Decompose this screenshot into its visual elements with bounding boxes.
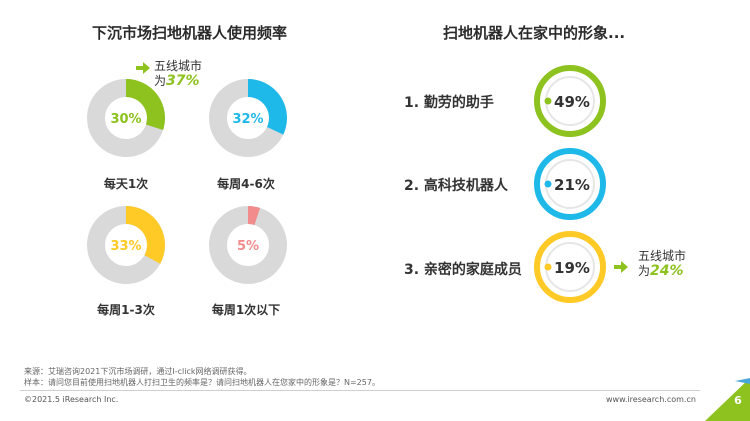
- donut-slice-4-6: [247, 79, 287, 135]
- ring-value-assistant: 49%: [554, 93, 590, 111]
- callout-left-line2: 为37%: [154, 72, 200, 89]
- rank-label-3: 3. 亲密的家庭成员: [404, 262, 522, 278]
- footer-website: www.iresearch.com.cn: [606, 395, 696, 404]
- donut-daily: 30%: [87, 79, 165, 157]
- donut-label-1-3: 每周1-3次: [97, 303, 155, 317]
- donut-value-1-3: 33%: [110, 239, 141, 254]
- donut-slice-less-1: [247, 206, 261, 226]
- donut-label-less-1: 每周1次以下: [211, 303, 281, 317]
- footnote-sample: 样本：请问您目前使用扫地机器人打扫卫生的频率是？请问扫地机器人在您家中的形象是？…: [24, 378, 380, 387]
- ring-family: 19%: [534, 231, 606, 303]
- arrow-right-icon: [614, 258, 628, 277]
- callout-left-line1: 五线城市: [154, 59, 203, 73]
- donut-4-6: 32%: [209, 79, 287, 157]
- footnote-source: 来源：艾瑞咨询2021下沉市场调研，通过I-click网络调研获得。: [24, 367, 252, 376]
- donut-label-daily: 每天1次: [103, 177, 149, 191]
- ring-hi-tech: 21%: [534, 148, 606, 220]
- page-number-badge: 6: [705, 378, 750, 421]
- footer-copyright: ©2021.5 iResearch Inc.: [24, 395, 119, 404]
- ring-value-hi-tech: 21%: [554, 176, 590, 194]
- donut-1-3: 33%: [87, 206, 165, 284]
- donut-value-less-1: 5%: [237, 239, 259, 254]
- ring-value-family: 19%: [554, 259, 590, 277]
- page-number: 6: [734, 394, 742, 407]
- donut-slice-1-3: [125, 206, 165, 264]
- ring-dot-family: [544, 263, 552, 271]
- ring-dot-assistant: [544, 97, 552, 105]
- left-chart-title: 下沉市场扫地机器人使用频率: [92, 24, 288, 42]
- donut-label-4-6: 每周4-6次: [217, 177, 275, 191]
- ring-dot-hi-tech: [544, 180, 552, 188]
- callout-right-line2: 为24%: [638, 262, 684, 279]
- callout-left-prefix: 为: [154, 74, 167, 88]
- right-chart-title: 扫地机器人在家中的形象...: [443, 24, 626, 42]
- donut-value-daily: 30%: [110, 112, 141, 127]
- callout-left-pct: 37%: [166, 73, 200, 89]
- footer-divider: [20, 390, 700, 391]
- rank-label-2: 2. 高科技机器人: [404, 178, 508, 194]
- callout-right-line1: 五线城市: [638, 249, 687, 263]
- donut-less-1: 5%: [209, 206, 287, 284]
- ring-assistant: 49%: [534, 65, 606, 137]
- donut-slice-daily: [125, 79, 165, 131]
- arrow-right-icon: [136, 59, 150, 78]
- callout-right-prefix: 为: [638, 264, 651, 278]
- callout-right-pct: 24%: [650, 263, 684, 279]
- donut-value-4-6: 32%: [232, 112, 263, 127]
- rank-label-1: 1. 勤劳的助手: [404, 95, 494, 111]
